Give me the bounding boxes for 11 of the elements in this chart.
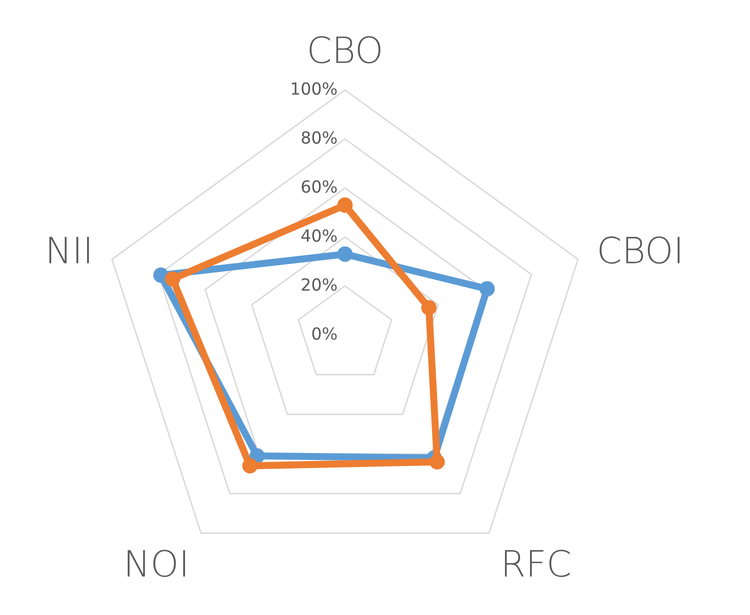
- y-tick-label: 100%: [292, 82, 337, 95]
- spoke-label: CBO: [310, 36, 380, 64]
- y-tick-label: 20%: [302, 278, 337, 291]
- spoke-label: RFC: [504, 550, 570, 578]
- y-tick-label: 0%: [312, 327, 337, 340]
- spoke-label: CBOI: [600, 236, 680, 264]
- y-tick-label: 80%: [302, 131, 337, 144]
- y-tick-label: 40%: [301, 229, 337, 242]
- y-tick-label: 60%: [302, 180, 337, 193]
- spoke-label: NII: [49, 236, 89, 264]
- spoke-label: NOI: [128, 550, 186, 578]
